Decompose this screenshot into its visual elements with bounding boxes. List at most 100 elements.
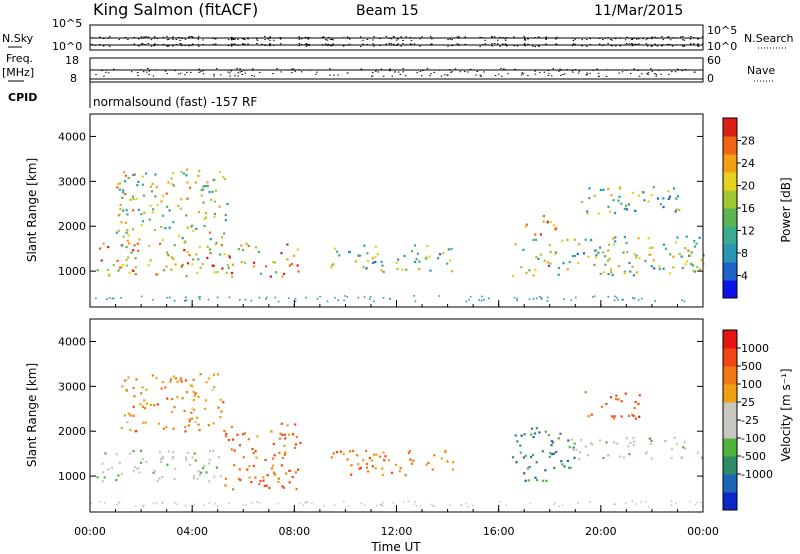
echo-cell	[248, 465, 251, 468]
search-sample	[697, 45, 700, 47]
freq-sample	[539, 71, 541, 73]
echo-cell	[516, 440, 519, 443]
echo-cell	[547, 264, 551, 267]
echo-cell	[605, 441, 608, 444]
noise-sample	[189, 36, 191, 38]
echo-cell	[675, 208, 678, 211]
echo-cell	[208, 231, 212, 234]
echo-cell	[187, 451, 190, 454]
ground-scatter-cell	[631, 500, 634, 502]
echo-cell	[170, 410, 173, 414]
search-sample	[242, 43, 245, 45]
echo-cell	[248, 476, 251, 479]
freq-sample	[391, 75, 394, 77]
ground-scatter-cell	[468, 298, 470, 301]
echo-cell	[296, 248, 299, 251]
echo-cell	[610, 194, 613, 197]
ground-scatter-cell	[625, 502, 627, 505]
freq-sample	[647, 74, 649, 75]
freq-sample	[399, 74, 402, 76]
ground-scatter-cell	[311, 502, 313, 505]
freq-sample	[527, 75, 529, 76]
echo-cell	[638, 415, 641, 418]
freq-sample	[451, 71, 453, 73]
echo-cell	[141, 405, 144, 408]
echo-cell	[192, 474, 196, 477]
echo-cell	[144, 421, 147, 424]
echo-cell	[446, 460, 449, 463]
echo-cell	[675, 241, 678, 244]
noise-sample	[458, 36, 460, 38]
echo-cell	[231, 438, 235, 441]
echo-cell	[524, 454, 527, 457]
ground-scatter-cell	[700, 501, 702, 504]
echo-cell	[542, 479, 545, 482]
echo-cell	[206, 256, 209, 260]
echo-cell	[208, 190, 211, 194]
echo-cell	[291, 475, 294, 479]
echo-cell	[623, 236, 626, 239]
search-sample	[153, 45, 155, 47]
echo-cell	[120, 221, 123, 224]
search-sample	[630, 43, 633, 45]
echo-cell	[172, 375, 175, 378]
echo-cell	[262, 476, 265, 479]
ground-scatter-cell	[488, 297, 490, 300]
echo-cell	[568, 260, 571, 264]
noise-sample	[231, 36, 233, 38]
search-sample	[524, 43, 526, 45]
echo-cell	[191, 385, 194, 388]
echo-cell	[195, 416, 199, 419]
echo-cell	[176, 396, 179, 399]
echo-cell	[286, 258, 289, 261]
search-sample	[631, 45, 634, 47]
search-sample	[102, 45, 105, 47]
search-sample	[661, 45, 663, 47]
search-sample	[671, 45, 674, 47]
echo-cell	[557, 266, 560, 270]
echo-cell	[265, 265, 268, 268]
echo-cell	[447, 248, 450, 251]
search-sample	[298, 43, 301, 45]
echo-cell	[148, 218, 151, 221]
ground-scatter-cell	[326, 300, 329, 303]
echo-cell	[134, 273, 137, 276]
ground-scatter-cell	[343, 299, 345, 302]
echo-cell	[180, 380, 183, 383]
echo-cell	[546, 261, 549, 264]
echo-cell	[595, 249, 598, 252]
ground-scatter-cell	[614, 503, 616, 505]
echo-cell	[272, 457, 275, 460]
echo-cell	[591, 443, 594, 446]
ground-scatter-cell	[540, 298, 543, 300]
noise-sample	[172, 38, 174, 40]
echo-cell	[269, 275, 272, 278]
echo-cell	[607, 205, 610, 208]
echo-cell	[409, 458, 412, 461]
echo-cell	[629, 441, 632, 445]
echo-cell	[523, 472, 526, 475]
search-sample	[619, 45, 622, 47]
echo-cell	[381, 467, 384, 470]
noise-sample	[682, 36, 684, 37]
echo-cell	[167, 450, 170, 453]
echo-cell	[606, 454, 610, 457]
ground-scatter-cell	[688, 500, 691, 503]
echo-cell	[294, 471, 297, 474]
echo-cell	[117, 474, 120, 477]
search-sample	[697, 43, 699, 45]
echo-cell	[273, 454, 276, 457]
echo-cell	[528, 269, 531, 272]
echo-cell	[442, 251, 445, 254]
echo-cell	[387, 459, 390, 462]
noise-sample	[127, 39, 129, 40]
echo-cell	[161, 475, 164, 479]
freq-sample	[475, 74, 477, 76]
echo-cell	[281, 456, 284, 460]
noise-sample	[118, 39, 120, 41]
echo-cell	[194, 392, 197, 395]
ground-scatter-cell	[228, 296, 231, 299]
echo-cell	[99, 247, 102, 250]
ground-scatter-cell	[323, 505, 326, 507]
echo-cell	[597, 212, 600, 215]
